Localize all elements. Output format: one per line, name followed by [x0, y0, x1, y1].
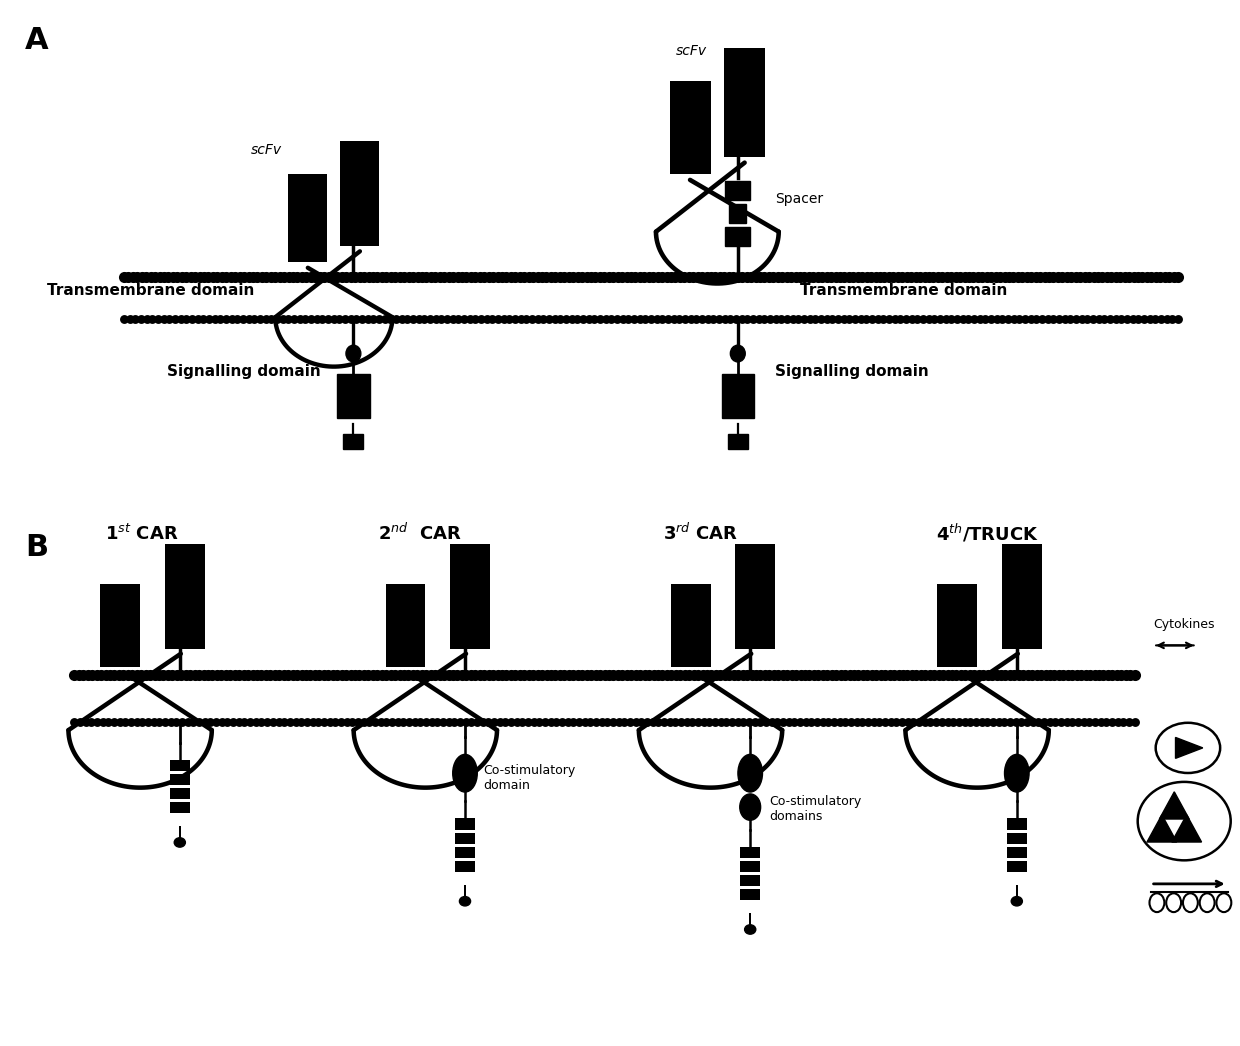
Ellipse shape: [453, 754, 477, 792]
Text: Co-stimulatory
domain: Co-stimulatory domain: [484, 764, 575, 792]
Text: 4$^{th}$/TRUCK: 4$^{th}$/TRUCK: [936, 522, 1039, 544]
Bar: [725, 227, 750, 246]
Text: Transmembrane domain: Transmembrane domain: [47, 283, 254, 298]
Bar: [288, 174, 327, 263]
Bar: [455, 833, 475, 844]
Text: scFv: scFv: [250, 143, 283, 157]
Text: 2$^{nd}$  CAR: 2$^{nd}$ CAR: [378, 523, 463, 544]
Ellipse shape: [1004, 754, 1029, 792]
Text: Co-stimulatory
domains: Co-stimulatory domains: [769, 795, 861, 823]
Bar: [343, 434, 363, 449]
Bar: [1007, 846, 1027, 858]
Bar: [729, 204, 746, 223]
Text: Spacer: Spacer: [775, 191, 823, 206]
Text: Signalling domain: Signalling domain: [775, 364, 929, 379]
Bar: [1007, 818, 1027, 829]
Ellipse shape: [730, 345, 745, 362]
Polygon shape: [1172, 815, 1202, 842]
Bar: [1007, 861, 1027, 872]
Polygon shape: [1159, 792, 1189, 819]
Text: A: A: [25, 26, 48, 55]
Bar: [170, 802, 190, 814]
Bar: [165, 544, 205, 649]
Bar: [337, 374, 370, 418]
Text: Transmembrane domain: Transmembrane domain: [800, 283, 1007, 298]
Bar: [450, 544, 490, 649]
Ellipse shape: [174, 838, 186, 847]
Bar: [455, 861, 475, 872]
Bar: [100, 584, 140, 667]
Text: Signalling domain: Signalling domain: [167, 364, 321, 379]
Bar: [725, 181, 750, 201]
Bar: [170, 759, 190, 771]
Bar: [1002, 544, 1042, 649]
Text: scFv: scFv: [676, 44, 707, 58]
Bar: [722, 374, 754, 418]
Bar: [455, 846, 475, 858]
Bar: [740, 846, 760, 858]
Bar: [670, 82, 711, 174]
Text: 1$^{st}$ CAR: 1$^{st}$ CAR: [105, 524, 179, 544]
Bar: [937, 584, 977, 667]
Bar: [671, 584, 711, 667]
Bar: [740, 874, 760, 886]
Text: Cytokines: Cytokines: [1153, 618, 1215, 631]
Bar: [1007, 833, 1027, 844]
Text: B: B: [25, 533, 48, 563]
Ellipse shape: [1011, 896, 1022, 906]
Bar: [740, 861, 760, 872]
Bar: [170, 788, 190, 799]
Ellipse shape: [738, 754, 763, 792]
Polygon shape: [1176, 737, 1203, 758]
Ellipse shape: [346, 345, 361, 362]
Bar: [455, 818, 475, 829]
Bar: [340, 141, 379, 246]
Bar: [170, 774, 190, 784]
Polygon shape: [1147, 815, 1177, 842]
Ellipse shape: [744, 925, 755, 934]
Text: 3$^{rd}$ CAR: 3$^{rd}$ CAR: [663, 523, 739, 544]
Ellipse shape: [459, 896, 471, 906]
Bar: [724, 47, 765, 157]
Bar: [740, 889, 760, 901]
Bar: [735, 544, 775, 649]
Bar: [728, 434, 748, 449]
Bar: [386, 584, 425, 667]
Ellipse shape: [740, 794, 760, 820]
